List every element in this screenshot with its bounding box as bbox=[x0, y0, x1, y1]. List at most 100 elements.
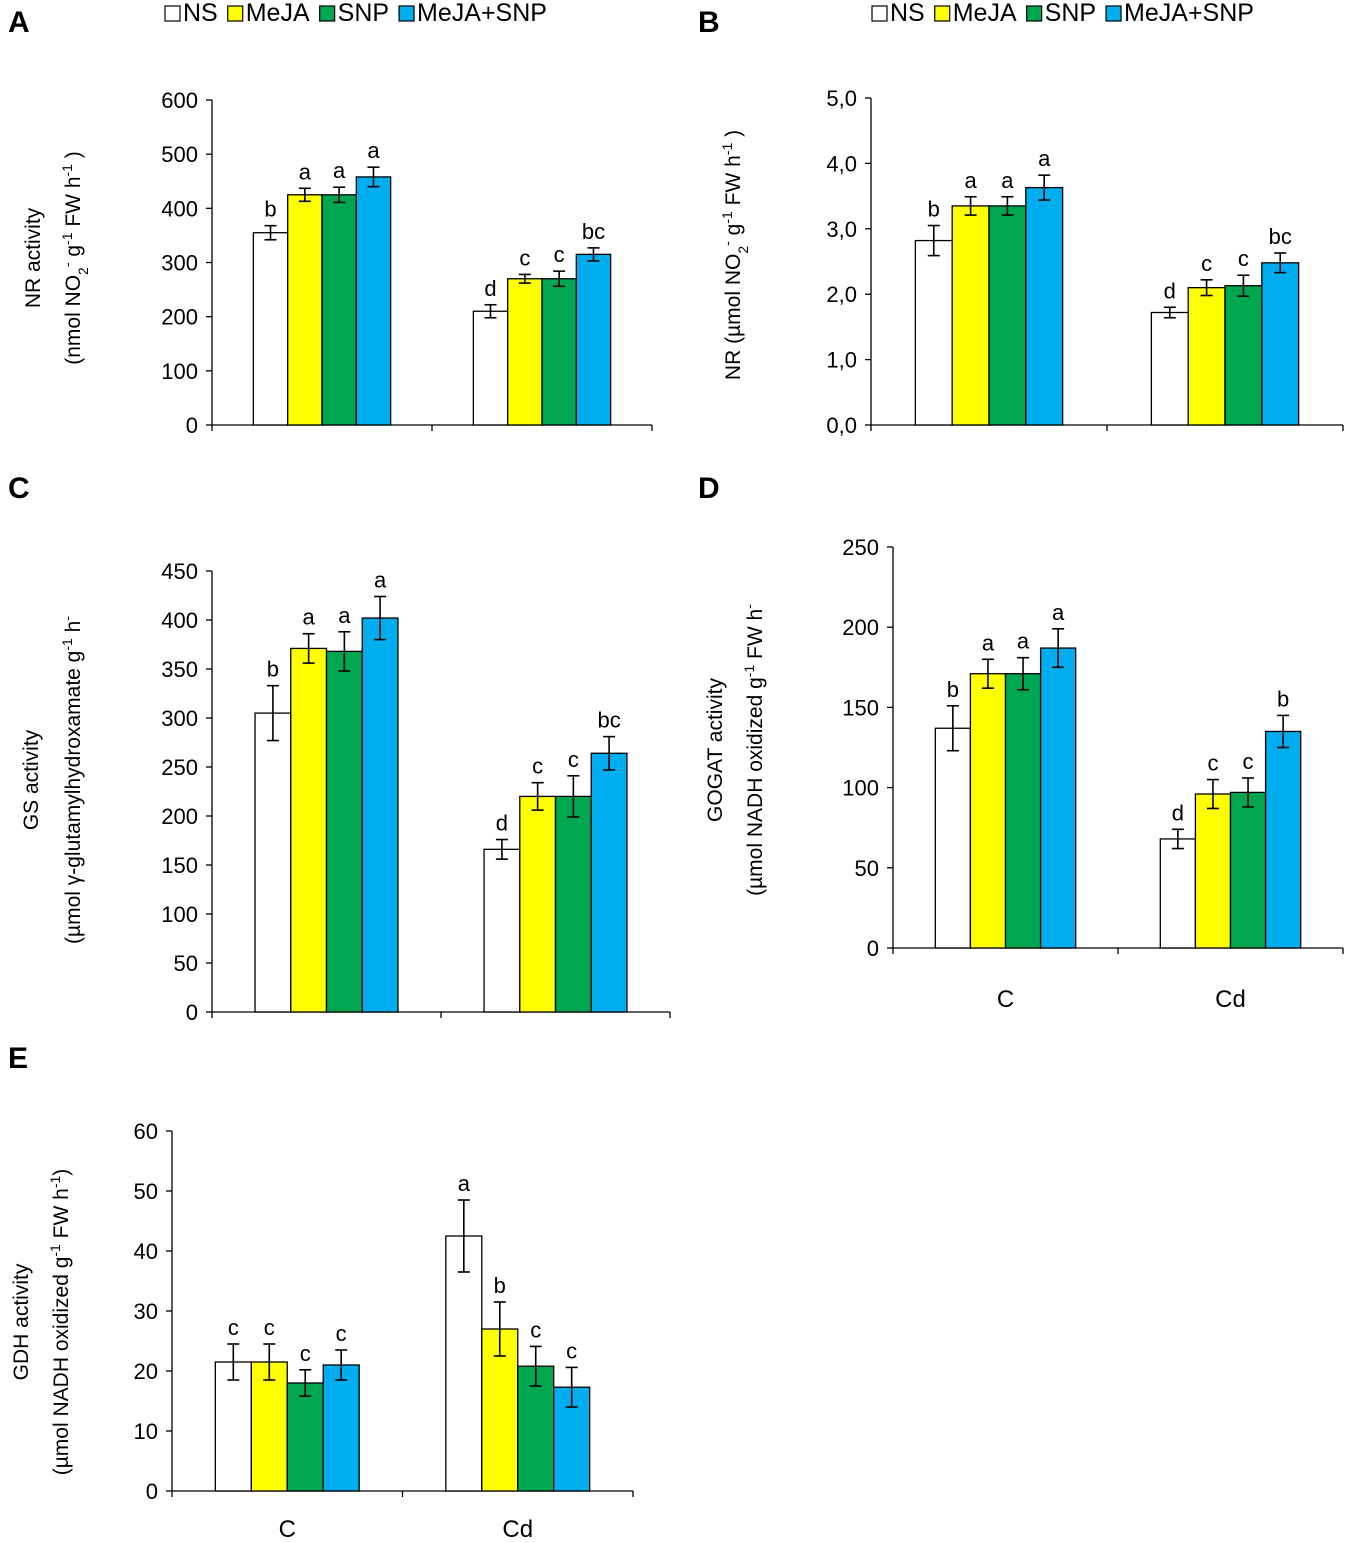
y-tick-label: 300 bbox=[161, 251, 198, 276]
bar-snp-c bbox=[321, 194, 357, 426]
bar-ns-c bbox=[914, 239, 953, 426]
y-tick-label: 5,0 bbox=[826, 86, 857, 111]
bar-meja-cd bbox=[507, 278, 543, 426]
significance-letter: a bbox=[374, 567, 387, 592]
bar-snp-cd bbox=[1229, 791, 1267, 949]
legend-label: NS bbox=[183, 0, 218, 27]
y-tick-label: 4,0 bbox=[826, 151, 857, 176]
chart-panel-b: B 0,0 1,0 2,0 3,0 4,0 5,0 NR (µmol NO2- g-1 FW … bbox=[698, 6, 1344, 438]
legend-swatch bbox=[1026, 5, 1043, 22]
significance-letter: c bbox=[300, 1341, 311, 1366]
bar-meja-snp-c bbox=[355, 176, 392, 426]
y-tick-label: 3,0 bbox=[826, 217, 857, 242]
y-axis-label: NR activity bbox=[22, 207, 45, 308]
significance-letter: c bbox=[554, 242, 565, 267]
y-tick-label: 0 bbox=[186, 413, 198, 438]
significance-letter: a bbox=[299, 159, 312, 184]
legend-item: NS bbox=[871, 0, 925, 27]
y-tick-label: 500 bbox=[161, 142, 198, 167]
legend-item: MeJA+SNP bbox=[398, 0, 547, 27]
significance-letter: c bbox=[264, 1315, 275, 1340]
bar-meja-c bbox=[290, 647, 328, 1013]
bar-meja-snp-c bbox=[1025, 186, 1064, 426]
y-tick-label: 0,0 bbox=[826, 413, 857, 438]
y-axis-label: NR (µmol NO2- g-1 FW h-1 ) bbox=[719, 130, 751, 380]
significance-letter: b bbox=[947, 677, 959, 702]
bar-meja-c bbox=[287, 194, 323, 426]
y-tick-label: 1,0 bbox=[826, 348, 857, 373]
bar-meja-snp-cd bbox=[575, 253, 612, 426]
y-tick-label: 0 bbox=[186, 1000, 198, 1025]
legend-swatch bbox=[934, 5, 951, 22]
legend-swatch bbox=[164, 5, 181, 22]
x-category-label: Cd bbox=[1215, 986, 1246, 1013]
y-axis-label: (nmol NO2- g-1 FW h-1 ) bbox=[59, 151, 91, 365]
bar-snp-cd bbox=[541, 278, 577, 426]
chart-panel-a: A 0 100 200 300 400 500 600 NR activity (nmol NO2… bbox=[8, 6, 653, 438]
bar-meja-snp-c bbox=[322, 1364, 360, 1492]
y-tick-label: 0 bbox=[867, 936, 879, 961]
y-axis-label: GDH activity bbox=[10, 1263, 33, 1380]
chart-panel-d: D 0 50 100 150 200 250 GOGAT activity (µmol NADH… bbox=[698, 472, 1344, 1013]
legend: NS MeJA SNP MeJA+SNP bbox=[871, 0, 1254, 27]
y-tick-label: 100 bbox=[842, 776, 879, 801]
bar-snp-c bbox=[325, 650, 363, 1013]
legend-item: MeJA bbox=[227, 0, 310, 27]
significance-letter: c bbox=[1201, 251, 1212, 276]
bar-ns-cd bbox=[1150, 311, 1189, 426]
significance-letter: a bbox=[1052, 600, 1065, 625]
bar-snp-c bbox=[1004, 673, 1042, 949]
significance-letter: c bbox=[1207, 751, 1218, 776]
y-tick-label: 0 bbox=[146, 1479, 158, 1504]
y-axis-label: GS activity bbox=[20, 729, 43, 830]
bar-meja-cd bbox=[1187, 287, 1226, 426]
bar-meja-snp-cd bbox=[553, 1386, 591, 1492]
significance-letter: a bbox=[1038, 146, 1051, 171]
legend-swatch bbox=[227, 5, 244, 22]
bar-meja-cd bbox=[519, 795, 557, 1013]
y-tick-label: 50 bbox=[134, 1179, 158, 1204]
significance-letter: d bbox=[496, 811, 508, 836]
legend-swatch bbox=[398, 5, 415, 22]
panel-label: A bbox=[8, 6, 30, 39]
y-tick-label: 250 bbox=[842, 535, 879, 560]
panel-label: E bbox=[8, 1042, 28, 1075]
y-tick-label: 200 bbox=[842, 615, 879, 640]
chart-panel-c: C 0 50 100 150 200 250 300 350 400 450 GS activity (… bbox=[8, 472, 671, 1025]
y-tick-label: 400 bbox=[161, 608, 198, 633]
legend-item: MeJA+SNP bbox=[1105, 0, 1254, 27]
y-axis-label: (µmol NADH oxidized g-1 FW h- bbox=[741, 604, 767, 896]
significance-letter: a bbox=[333, 158, 346, 183]
significance-letter: a bbox=[338, 603, 351, 628]
bar-meja-snp-c bbox=[1039, 647, 1077, 949]
legend-item: SNP bbox=[1026, 0, 1096, 27]
x-category-label: C bbox=[997, 986, 1014, 1013]
significance-letter: bc bbox=[1269, 224, 1292, 249]
significance-letter: c bbox=[530, 1317, 541, 1342]
bar-meja-c bbox=[250, 1361, 288, 1492]
legend-item: MeJA bbox=[934, 0, 1017, 27]
y-tick-label: 40 bbox=[134, 1239, 158, 1264]
significance-letter: b bbox=[928, 197, 940, 222]
bar-snp-cd bbox=[554, 795, 592, 1013]
significance-letter: c bbox=[519, 245, 530, 270]
legend-item: NS bbox=[164, 0, 218, 27]
bar-meja-snp-c bbox=[361, 617, 399, 1013]
legend-swatch bbox=[871, 5, 888, 22]
bar-ns-cd bbox=[472, 310, 509, 426]
bar-meja-c bbox=[969, 673, 1007, 949]
legend-item: SNP bbox=[319, 0, 389, 27]
significance-letter: c bbox=[228, 1315, 239, 1340]
significance-letter: c bbox=[336, 1321, 347, 1346]
significance-letter: a bbox=[982, 630, 995, 655]
significance-letter: a bbox=[1017, 629, 1030, 654]
bar-ns-cd bbox=[1159, 838, 1197, 949]
y-tick-label: 250 bbox=[161, 755, 198, 780]
y-tick-label: 60 bbox=[134, 1119, 158, 1144]
significance-letter: c bbox=[532, 754, 543, 779]
bar-meja-snp-cd bbox=[1261, 262, 1300, 426]
significance-letter: c bbox=[1238, 246, 1249, 271]
bar-snp-cd bbox=[1224, 285, 1263, 426]
y-tick-label: 2,0 bbox=[826, 282, 857, 307]
y-tick-label: 300 bbox=[161, 706, 198, 731]
